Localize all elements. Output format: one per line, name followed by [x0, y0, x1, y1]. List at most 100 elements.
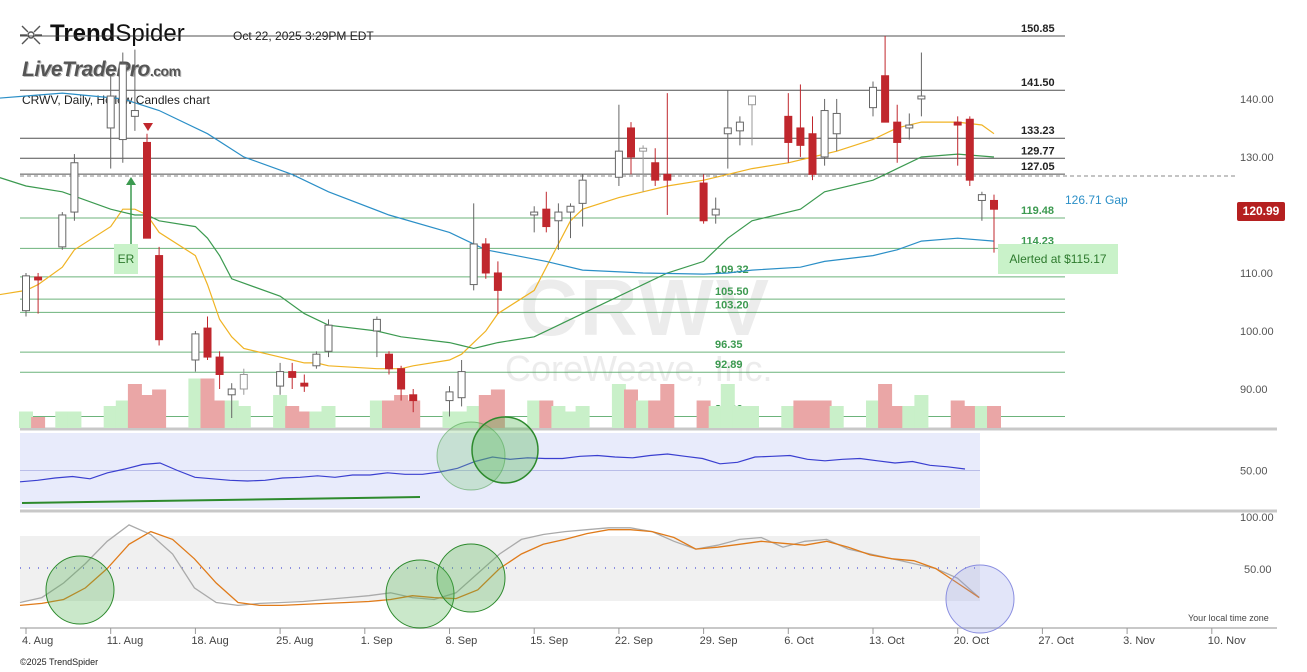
candle-body — [276, 371, 285, 387]
candle-body — [542, 208, 551, 228]
volume-bar — [406, 400, 421, 428]
level-label: 150.85 — [1021, 23, 1055, 35]
rsi-divergence-line — [21, 496, 421, 504]
volume-bar — [297, 411, 312, 428]
candle-body — [578, 179, 587, 204]
candle-body — [130, 110, 139, 117]
volume-bar — [478, 395, 493, 428]
x-tick-label: 11. Aug — [107, 635, 144, 647]
volume-bar — [805, 400, 820, 428]
x-tick-label: 15. Sep — [530, 635, 568, 647]
timezone-note: Your local time zone — [1188, 613, 1269, 623]
volume-bar — [369, 400, 384, 428]
level-label: 127.05 — [1021, 161, 1055, 173]
x-tick-label: 6. Oct — [784, 635, 813, 647]
candle-body — [784, 115, 793, 143]
stoch-tick-label: 50.00 — [1244, 564, 1272, 576]
candle-body — [143, 141, 151, 239]
down-arrow-icon — [143, 123, 153, 131]
candle-body — [239, 373, 248, 390]
x-tick-label: 3. Nov — [1123, 635, 1155, 647]
volume-bar — [539, 400, 554, 428]
x-tick-label: 25. Aug — [276, 635, 313, 647]
candle-body — [118, 63, 127, 141]
x-tick-label: 20. Oct — [954, 635, 989, 647]
moving-average-mid — [0, 153, 995, 350]
volume-bar — [55, 411, 70, 428]
volume-bar — [188, 378, 203, 428]
y-tick-label: 110.00 — [1240, 268, 1273, 280]
candle-body — [493, 272, 502, 291]
trendspider-logo-icon — [18, 22, 44, 48]
x-tick-label: 8. Sep — [446, 635, 478, 647]
livetradepro-logo: LiveTradePro.com — [22, 58, 181, 81]
volume-bar — [720, 384, 735, 428]
candle-body — [203, 327, 212, 358]
volume-bar — [442, 411, 457, 428]
candle-body — [893, 121, 902, 143]
y-tick-label: 100.00 — [1240, 326, 1274, 338]
candle-body — [639, 147, 648, 152]
candle-body — [723, 127, 732, 135]
volume-bar — [781, 406, 796, 428]
candle-body — [191, 333, 200, 361]
y-tick-label: 90.00 — [1240, 384, 1268, 396]
level-label: 92.89 — [715, 359, 743, 371]
candle-body — [735, 121, 744, 132]
volume-bar — [878, 384, 893, 428]
volume-bar — [563, 411, 578, 428]
volume-bar — [19, 411, 33, 428]
level-label: 103.20 — [715, 299, 749, 311]
level-label: 96.35 — [715, 339, 743, 351]
candle-body — [965, 118, 974, 181]
volume-bar — [575, 406, 590, 428]
candle-body — [627, 127, 635, 158]
candle-body — [22, 275, 30, 312]
candle-body — [869, 86, 877, 109]
stoch-signal-circle — [45, 555, 115, 625]
candle-body — [917, 95, 926, 100]
volume-bar — [902, 406, 917, 428]
candle-body — [977, 194, 986, 201]
candle-body — [953, 121, 962, 126]
earnings-badge[interactable]: ER — [114, 244, 138, 274]
volume-bar — [866, 400, 880, 428]
volume-bar — [745, 406, 759, 428]
x-tick-label: 13. Oct — [869, 635, 904, 647]
rsi-signal-circle — [471, 416, 539, 484]
chart-description: CRWV, Daily, Hollow Candles chart — [22, 93, 210, 107]
candle-body — [699, 182, 708, 222]
volume-bar — [285, 406, 300, 428]
candle-body — [445, 391, 454, 402]
candle-body — [711, 208, 720, 216]
candle-body — [288, 371, 297, 378]
candle-body — [385, 353, 393, 370]
candle-body — [748, 95, 756, 106]
volume-bar — [200, 378, 215, 428]
volume-bar — [660, 384, 675, 428]
volume-bar — [212, 400, 227, 428]
volume-bar — [382, 400, 396, 428]
candle-body — [481, 243, 490, 274]
volume-bar — [648, 400, 663, 428]
candle-body — [990, 199, 998, 210]
candle-body — [155, 255, 164, 341]
candle-body — [106, 95, 115, 129]
volume-bar — [624, 389, 638, 428]
candle-body — [808, 133, 817, 175]
candle-body — [905, 124, 914, 129]
candle-body — [372, 318, 381, 332]
watermark-company: CoreWeave, Inc. — [505, 348, 773, 389]
volume-bar — [817, 400, 832, 428]
candle-body — [566, 205, 575, 213]
y-tick-label: 130.00 — [1240, 152, 1274, 164]
alert-badge[interactable]: Alerted at $115.17 — [998, 244, 1118, 274]
volume-bar — [962, 406, 977, 428]
x-tick-label: 10. Nov — [1208, 635, 1246, 647]
candle-body — [457, 371, 466, 399]
level-label: 141.50 — [1021, 77, 1055, 89]
x-tick-label: 29. Sep — [700, 635, 738, 647]
candle-body — [215, 356, 224, 375]
candle-body — [651, 162, 660, 181]
